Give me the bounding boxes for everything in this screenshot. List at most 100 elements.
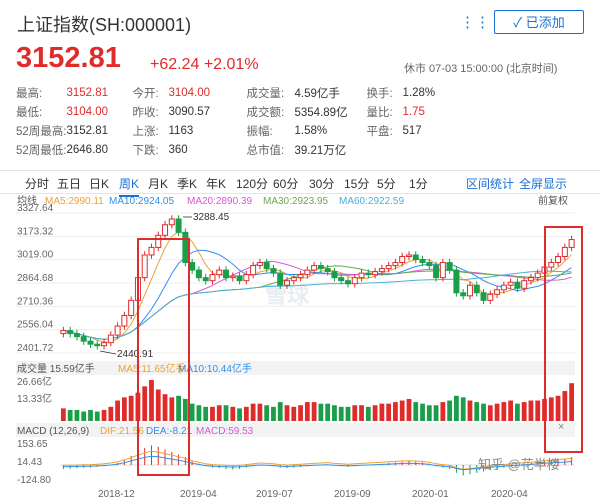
candle-body [182, 231, 189, 264]
stat-value: 1.75 [402, 105, 425, 118]
candle-body [433, 265, 440, 279]
candle-body [358, 272, 365, 279]
candle-body [338, 277, 345, 282]
stat-label: 换手: [366, 87, 393, 100]
stat-value: 4.59亿手 [294, 87, 340, 100]
tab-period[interactable]: 15分 [344, 177, 370, 191]
stat-value: 5354.89亿 [294, 106, 348, 119]
volume-bar [508, 400, 514, 421]
stats-row: 52周最低: 2646.80 下跌: 360 总市值: 39.21万亿 [16, 140, 443, 159]
stat-value: 360 [168, 143, 188, 156]
candle-body [487, 293, 494, 301]
candle-body [263, 262, 270, 270]
tab-period[interactable]: 30分 [309, 177, 335, 191]
stat-label: 最低: [16, 106, 43, 119]
stat-value: 3152.81 [66, 124, 109, 137]
volume-bar [460, 397, 466, 421]
tab-period[interactable]: 分时 [25, 177, 50, 191]
tab-period[interactable]: 五日 [57, 177, 82, 191]
volume-bar [142, 386, 148, 421]
volume-bar [196, 405, 202, 421]
candle-body [365, 272, 372, 276]
volume-bar [521, 402, 527, 421]
tab-period[interactable]: 季K [177, 177, 198, 191]
tab-period[interactable]: 年K [206, 177, 227, 191]
date-tick: 2019-04 [180, 489, 217, 500]
volume-bar [162, 394, 168, 421]
volume-bar [149, 380, 154, 421]
volume-bar [379, 403, 385, 421]
candle-body [87, 340, 94, 345]
volume-bar [372, 405, 378, 421]
volume-bar [203, 406, 209, 421]
tab-period[interactable]: 1分 [409, 177, 428, 191]
range-stats-button[interactable]: 区间统计 [466, 177, 515, 191]
price-tick: 2710.36 [17, 296, 54, 307]
volume-bar [406, 398, 412, 421]
volume-bar [528, 400, 534, 421]
volume-bar [271, 406, 276, 421]
stat-label: 今开: [132, 87, 159, 100]
volume-bar [182, 398, 188, 421]
volume-tick: 13.33亿 [17, 392, 52, 405]
stat-value: 3104.00 [66, 105, 109, 118]
volume-bar [223, 405, 229, 421]
candle-body [175, 218, 182, 233]
low-marker: 2440.91 [117, 349, 154, 360]
stats-table: 最高: 3152.81 今开: 3104.00 成交量: 4.59亿手 换手: 1.28% 最低… [16, 83, 443, 159]
tab-period[interactable]: 5分 [377, 177, 396, 191]
volume-bar [399, 400, 405, 421]
market-status: 休市 07-03 15:00:00 (北京时间) [404, 63, 558, 75]
highlight-box-left [137, 238, 190, 476]
volume-bar [155, 389, 161, 421]
ma-legend-item: MA30:2923.95 [263, 196, 328, 207]
macd-label: MACD (12,26,9) [17, 426, 89, 437]
tab-period[interactable]: 日K [89, 177, 110, 191]
candle-body [80, 336, 87, 342]
stat-label: 成交额: [246, 106, 285, 119]
volume-bar [101, 409, 107, 421]
volume-bar [555, 395, 561, 421]
more-icon[interactable]: ⋮⋮ [460, 14, 490, 31]
candle-body [344, 280, 351, 285]
stat-value: 3152.81 [66, 86, 109, 99]
stat-label: 振幅: [246, 125, 273, 138]
candle-body [277, 272, 284, 286]
ma-line [63, 270, 572, 340]
candle-body [216, 269, 223, 276]
stat-label: 量比: [366, 106, 393, 119]
candle-body [284, 280, 291, 286]
volume-bar [121, 397, 127, 421]
date-tick: 2019-09 [334, 489, 371, 500]
volume-bar [467, 400, 473, 421]
candle-body [507, 281, 514, 286]
tab-period[interactable]: 周K [119, 177, 140, 197]
candle-body [121, 314, 128, 327]
last-price: 3152.81 [16, 42, 121, 74]
close-icon: × [558, 421, 564, 433]
tab-period[interactable]: 60分 [273, 177, 299, 191]
kline-chart[interactable]: 均线 MA5:2990.11 MA10:2924.05 MA20:2890.39 MA3… [0, 193, 600, 503]
macd-tick: 14.43 [17, 457, 42, 468]
macd-tick: -124.80 [17, 475, 51, 486]
volume-bar [88, 409, 93, 421]
volume-bar [115, 400, 120, 421]
volume-bar [365, 406, 371, 421]
volume-bar [210, 406, 215, 421]
tab-period[interactable]: 120分 [236, 177, 269, 191]
fullscreen-button[interactable]: 全屏显示 [519, 177, 568, 191]
stat-value: 39.21万亿 [294, 144, 347, 157]
stat-value: 1.28% [402, 86, 436, 99]
volume-header-bg [16, 361, 575, 375]
volume-bar [481, 403, 486, 421]
stat-label [367, 140, 403, 159]
page-title: 上证指数(SH:000001) [17, 15, 192, 35]
volume-bar [291, 406, 297, 421]
stat-label: 上涨: [132, 125, 159, 138]
price-tick: 2556.04 [17, 320, 54, 331]
candle-body [311, 265, 318, 271]
candle-body [473, 284, 480, 294]
tab-period[interactable]: 月K [148, 177, 169, 191]
added-watchlist-button[interactable]: ✓ 已添加 [494, 10, 584, 34]
stat-value: 1.58% [294, 124, 328, 137]
